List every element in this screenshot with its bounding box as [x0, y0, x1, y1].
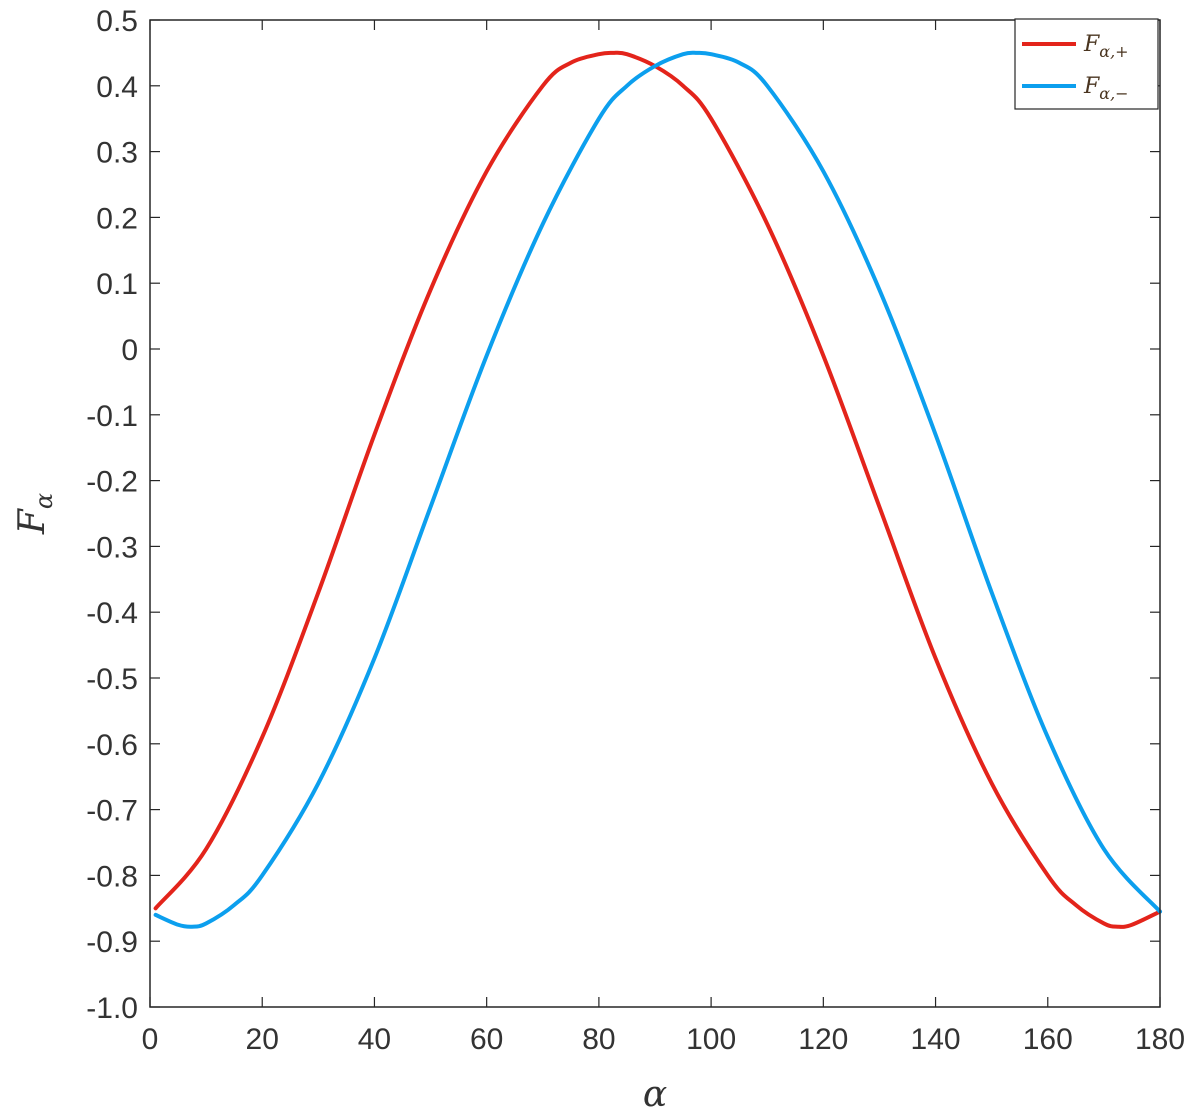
- y-axis-ticks: 0.5 0.4 0.3 0.2 0.1 0 -0.1 -0.2 -0.3 -0.4 -0.5 -0.6…: [86, 5, 1160, 1025]
- y-tick-label: 0.2: [96, 202, 138, 235]
- y-tick-label: 0.3: [96, 137, 138, 170]
- legend-label-f-alpha-plus: Fα,+: [1083, 32, 1129, 61]
- y-tick-label: -0.9: [86, 926, 138, 959]
- x-tick-label: 60: [470, 1023, 503, 1056]
- legend-label-f-alpha-minus: Fα,−: [1083, 74, 1129, 103]
- y-tick-label: 0.5: [96, 5, 138, 38]
- x-tick-label: 180: [1135, 1023, 1185, 1056]
- y-axis-label: Fα: [12, 493, 58, 535]
- x-tick-label: 160: [1023, 1023, 1073, 1056]
- y-tick-label: -0.1: [86, 400, 138, 433]
- x-tick-label: 120: [798, 1023, 848, 1056]
- y-tick-label: -0.6: [86, 729, 138, 762]
- x-axis-ticks: 0 20 40 60 80 100 120 140 160 180: [142, 20, 1185, 1056]
- series-layer: [153, 50, 1162, 929]
- y-tick-label: -0.8: [86, 860, 138, 893]
- legend-box: [1014, 18, 1159, 110]
- y-tick-label: -0.7: [86, 795, 138, 828]
- series-line-f-alpha-plus: [153, 50, 1162, 929]
- x-tick-label: 20: [246, 1023, 279, 1056]
- y-tick-label: -1.0: [86, 992, 138, 1025]
- x-axis-label: α: [643, 1074, 667, 1115]
- x-tick-label: 140: [911, 1023, 961, 1056]
- y-tick-label: 0: [121, 334, 138, 367]
- y-tick-label: -0.2: [86, 466, 138, 499]
- series-line-f-alpha-minus: [153, 50, 1162, 929]
- y-tick-label: -0.3: [86, 531, 138, 564]
- legend: Fα,+ Fα,−: [1014, 18, 1159, 110]
- y-tick-label: -0.4: [86, 597, 138, 630]
- y-tick-label: 0.1: [96, 268, 138, 301]
- y-tick-label: -0.5: [86, 663, 138, 696]
- x-tick-label: 100: [686, 1023, 736, 1056]
- x-tick-label: 0: [142, 1023, 159, 1056]
- y-tick-label: 0.4: [96, 71, 138, 104]
- x-tick-label: 40: [358, 1023, 391, 1056]
- x-tick-label: 80: [582, 1023, 615, 1056]
- axes-box: [149, 19, 1161, 1008]
